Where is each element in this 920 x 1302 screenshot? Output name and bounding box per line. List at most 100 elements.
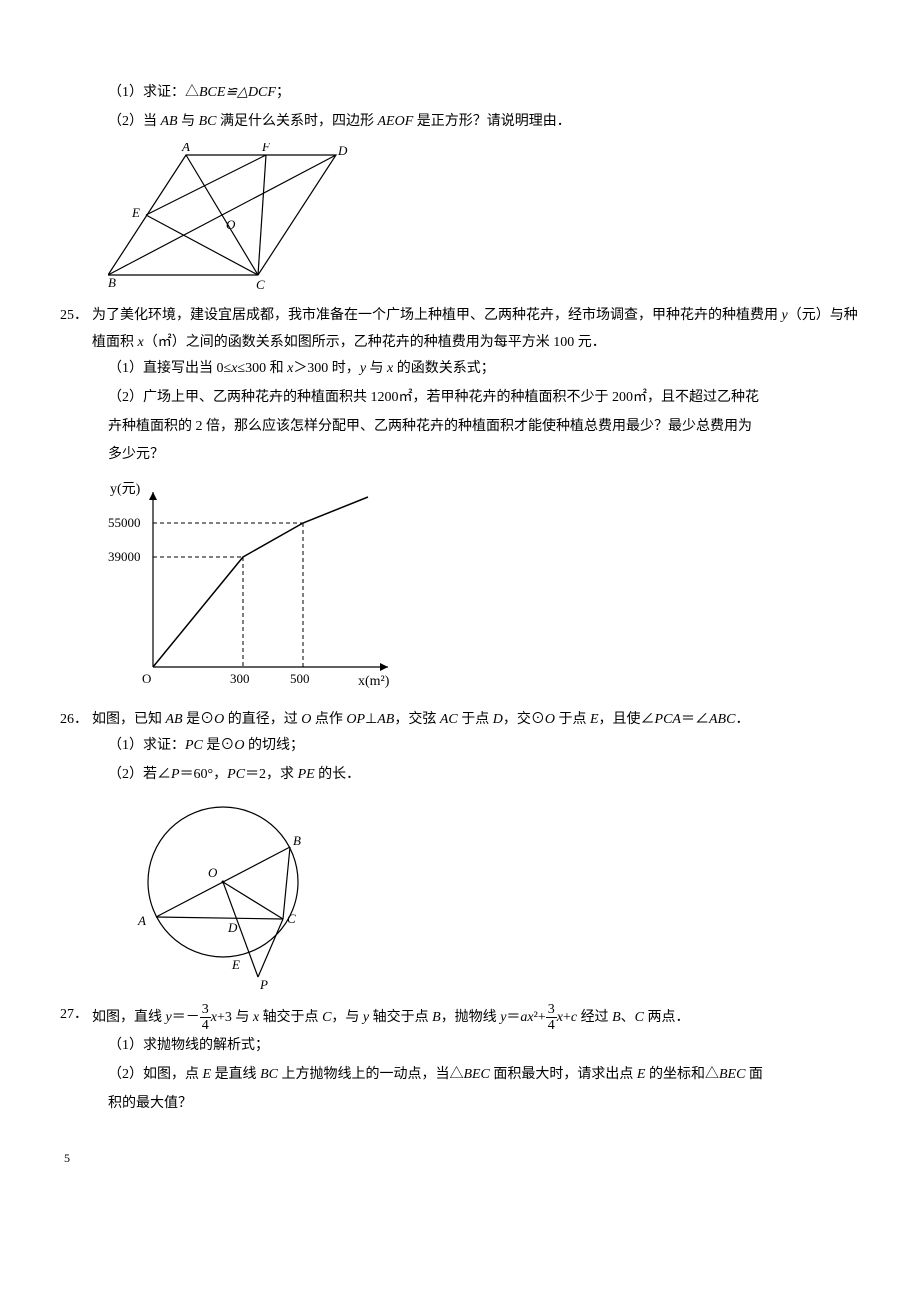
q24-ab: AB	[161, 114, 178, 129]
circ-o-label: O	[208, 865, 218, 880]
q26-p1-c: 的切线；	[245, 738, 305, 753]
q26-part1: （1）求证：PC 是⊙O 的切线；	[60, 733, 860, 760]
q26-d: D	[493, 712, 503, 727]
q26-o2: O	[301, 712, 311, 727]
q27-i3: ，与	[331, 1010, 363, 1025]
frac1-den: 4	[200, 1018, 211, 1033]
chart-xlabel: x(m²)	[358, 674, 390, 689]
xtick-500: 500	[290, 671, 310, 686]
q26: 26． 如图，已知 AB 是⊙O 的直径，过 O 点作 OP⊥AB，交弦 AC …	[60, 707, 860, 734]
point-d-label: D	[337, 143, 348, 158]
xtick-300: 300	[230, 671, 250, 686]
q27-b: B	[432, 1010, 441, 1025]
q25-intro-a: 为了美化环境，建设宜居成都，我市准备在一个广场上种植甲、乙两种花卉，经市场调查，…	[92, 308, 782, 323]
q27-part1: （1）求抛物线的解析式；	[60, 1033, 860, 1060]
q26-i11: ．	[735, 712, 749, 727]
q25-intro-c: （㎡）之间的函数关系如图所示，乙种花卉的种植费用为每平方米 100 元．	[144, 335, 606, 350]
q24-part2: （2）当 AB 与 BC 满足什么关系时，四边形 AEOF 是正方形？请说明理由…	[60, 109, 860, 136]
ytick-55000: 55000	[108, 515, 141, 530]
q24-bc: BC	[199, 114, 217, 129]
circ-a-label: A	[137, 913, 146, 928]
q25: 25． 为了美化环境，建设宜居成都，我市准备在一个广场上种植甲、乙两种花卉，经市…	[60, 303, 860, 356]
q27-i4: 轴交于点	[369, 1010, 432, 1025]
cost-function-chart: 55000 39000 300 500 O y(元) x(m²)	[108, 477, 408, 697]
q26-p2-a: （2）若∠	[108, 767, 171, 782]
q26-p1-b: 是⊙	[203, 738, 235, 753]
q25-number: 25．	[60, 303, 92, 356]
q26-o3: O	[545, 712, 555, 727]
q26-pc: PC	[185, 738, 203, 753]
q27-plus3: +3 与	[217, 1010, 253, 1025]
q26-i1: 如图，已知	[92, 712, 166, 727]
q26-ab2: AB	[377, 712, 394, 727]
q27-number: 27．	[60, 1002, 92, 1034]
point-b-label: B	[108, 275, 116, 290]
q26-i5: ，交弦	[394, 712, 440, 727]
q27-e1: E	[203, 1067, 212, 1082]
circ-c-label: C	[287, 911, 296, 926]
q24-mid1: 与	[178, 114, 199, 129]
q26-p2-b: ＝60°，	[180, 767, 228, 782]
q27-part2-line1: （2）如图，点 E 是直线 BC 上方抛物线上的一动点，当△BEC 面积最大时，…	[60, 1062, 860, 1089]
q25-chart: 55000 39000 300 500 O y(元) x(m²)	[108, 477, 860, 697]
q27-i1: 如图，直线	[92, 1010, 166, 1025]
q27-part2-line2: 积的最大值？	[60, 1091, 860, 1118]
q27-c3: C	[635, 1010, 644, 1025]
q25-p1-b: ≤300 和	[237, 361, 287, 376]
q25-p1-a: （1）直接写出当 0≤	[108, 361, 231, 376]
point-a-label: A	[181, 143, 190, 154]
point-f-label: F	[261, 143, 271, 154]
q24-part1-end: ；	[276, 85, 290, 100]
q27-p2l1-c: 上方抛物线上的一动点，当△	[278, 1067, 464, 1082]
q26-op: OP	[346, 712, 365, 727]
q27-bec1: BEC	[463, 1067, 489, 1082]
frac2-den: 4	[546, 1018, 557, 1033]
circle-tangent-diagram: A B O D C E P	[128, 797, 328, 992]
q27-frac2: 34	[546, 1002, 557, 1034]
point-o-label: O	[226, 217, 236, 232]
q27-c: C	[322, 1010, 331, 1025]
q26-p2-c: ＝2，求	[245, 767, 298, 782]
q24-part2-a: （2）当	[108, 114, 161, 129]
q27: 27． 如图，直线 y＝－34x+3 与 x 轴交于点 C，与 y 轴交于点 B…	[60, 1002, 860, 1034]
point-c-label: C	[256, 277, 265, 292]
q26-o1: O	[214, 712, 224, 727]
q26-pca: PCA	[655, 712, 681, 727]
q27-plusc: +	[563, 1010, 571, 1025]
q27-eq2: ＝	[506, 1010, 520, 1025]
q25-part1: （1）直接写出当 0≤x≤300 和 x＞300 时，y 与 x 的函数关系式；	[60, 356, 860, 383]
circ-p-label: P	[259, 977, 268, 992]
q26-ac: AC	[440, 712, 458, 727]
q24-aeof: AEOF	[378, 114, 414, 129]
q26-i10: ＝∠	[681, 712, 709, 727]
q26-e: E	[590, 712, 599, 727]
q26-pe: PE	[298, 767, 315, 782]
q27-p2l1-e: 的坐标和△	[645, 1067, 719, 1082]
q27-sq: ²+	[534, 1010, 546, 1025]
q25-p1-d: 与	[366, 361, 387, 376]
q26-i8: 于点	[555, 712, 590, 727]
q25-p1-c: ＞300 时，	[293, 361, 360, 376]
q26-pc2: PC	[227, 767, 245, 782]
q26-i6: 于点	[458, 712, 493, 727]
q26-perp: ⊥	[365, 712, 377, 727]
q24-figure: A F D E O B C	[108, 143, 860, 293]
q27-frac1: 34	[200, 1002, 211, 1034]
q25-p1-e: 的函数关系式；	[393, 361, 495, 376]
q25-part2-line1: （2）广场上甲、乙两种花卉的种植面积共 1200㎡，若甲种花卉的种植面积不少于 …	[60, 385, 860, 412]
q27-i7: 、	[621, 1010, 635, 1025]
q26-i2: 是⊙	[183, 712, 215, 727]
q26-abc: ABC	[709, 712, 735, 727]
frac2-num: 3	[546, 1002, 557, 1018]
q27-i2: 轴交于点	[259, 1010, 322, 1025]
q26-number: 26．	[60, 707, 92, 734]
q26-p: P	[171, 767, 180, 782]
q27-p2l1-b: 是直线	[211, 1067, 260, 1082]
q26-i4: 点作	[311, 712, 346, 727]
q26-part2: （2）若∠P＝60°，PC＝2，求 PE 的长．	[60, 762, 860, 789]
q26-ab: AB	[166, 712, 183, 727]
q27-i6: 经过	[577, 1010, 612, 1025]
q25-part2-line2: 卉种植面积的 2 倍，那么应该怎样分配甲、乙两种花卉的种植面积才能使种植总费用最…	[60, 414, 860, 441]
chart-origin: O	[142, 671, 151, 686]
q26-figure: A B O D C E P	[128, 797, 860, 992]
